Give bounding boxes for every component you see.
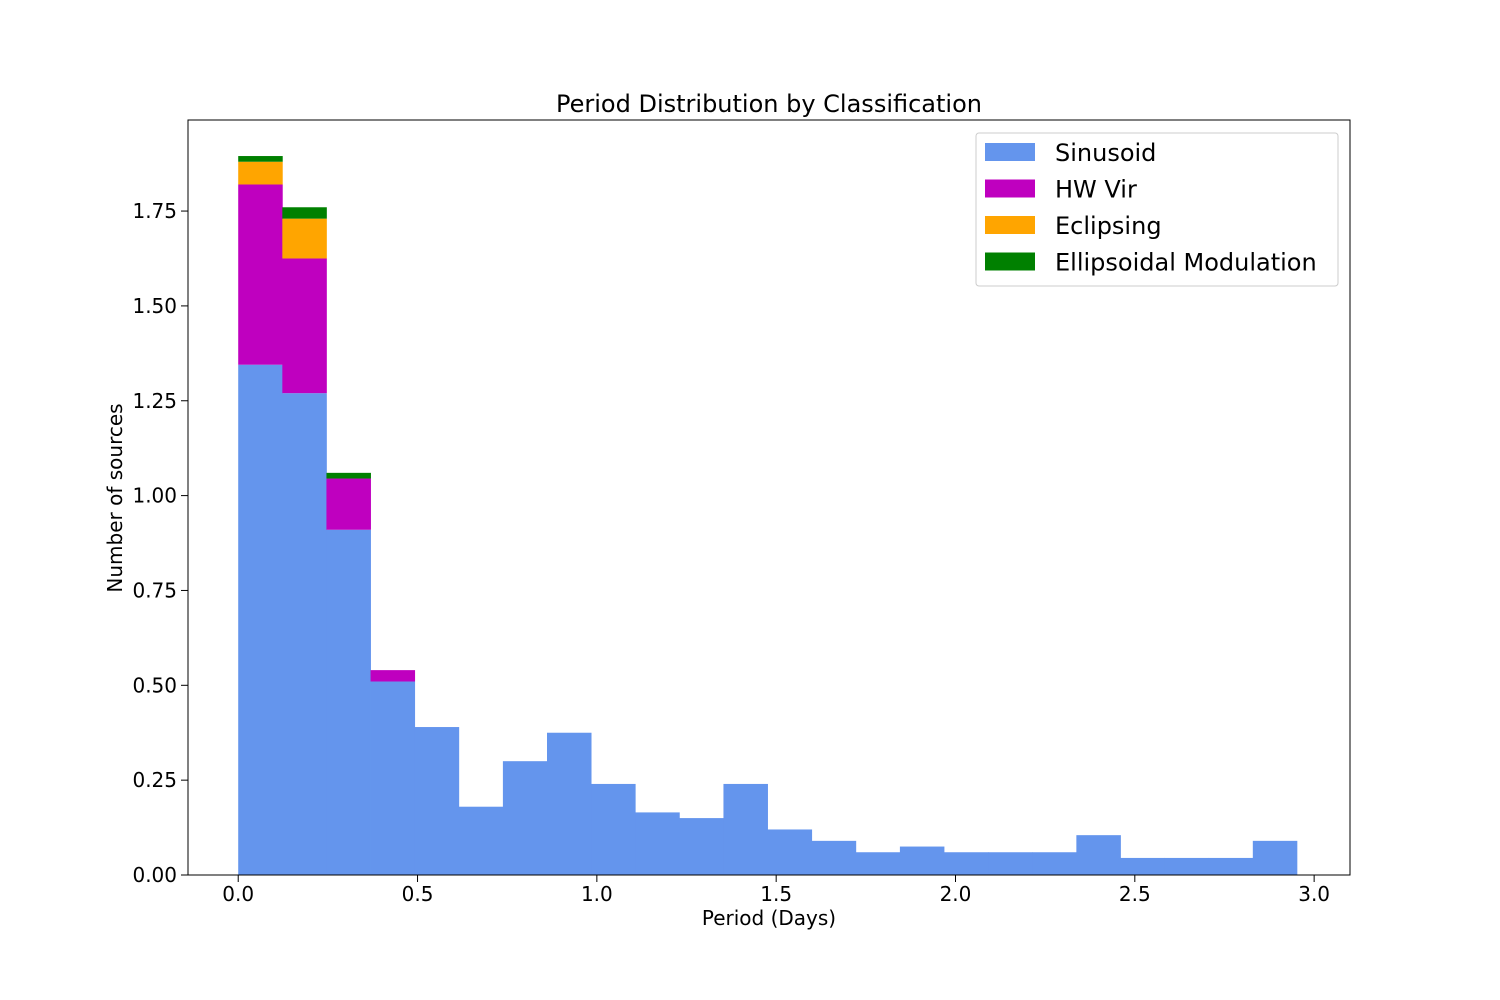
y-axis-ticks: 0.00 0.25 0.50 0.75 1.00 1.25 1.50 1.75: [132, 199, 188, 887]
bar-sinusoid-9: [635, 812, 680, 875]
bar-sinusoid-12: [767, 829, 813, 875]
bar-sinusoid-5: [458, 806, 504, 875]
bar-sinusoid-22: [1208, 857, 1254, 875]
bar-sinusoid-16: [944, 852, 989, 875]
bar-eclipsing-1: [282, 218, 327, 259]
bar-sinusoid-7: [547, 732, 592, 875]
bar-hw-vir-3: [370, 670, 416, 682]
y-tick-label: 0.75: [132, 578, 177, 602]
bar-sinusoid-4: [414, 727, 460, 875]
bar-ellipsoidal-modulation-0: [238, 156, 283, 162]
legend-swatch-hw-vir: [985, 179, 1035, 198]
bar-sinusoid-15: [899, 846, 945, 875]
bar-sinusoid-10: [679, 818, 724, 875]
bar-eclipsing-0: [238, 161, 283, 185]
legend-box: [975, 132, 1339, 287]
x-tick-label: 2.0: [940, 882, 972, 906]
plot-frame: [187, 119, 1351, 876]
bar-hw-vir-0: [238, 184, 283, 365]
bar-ellipsoidal-modulation-2: [326, 472, 371, 479]
y-axis-label: Number of sources: [103, 403, 127, 592]
legend: Sinusoid HW Vir Eclipsing Ellipsoidal Modul…: [975, 132, 1339, 287]
legend-label-ellipsoidal-modulation: Ellipsoidal Modulation: [1055, 249, 1317, 277]
bar-hw-vir-2: [326, 478, 371, 530]
bar-sinusoid-0: [238, 364, 283, 875]
bar-sinusoid-2: [326, 529, 371, 875]
bar-hw-vir-1: [282, 258, 327, 394]
y-tick-label: 0.25: [132, 768, 177, 792]
x-axis-label: Period (Days): [702, 906, 836, 930]
x-axis-ticks: 0.0 0.5 1.0 1.5 2.0 2.5 3.0: [222, 875, 1330, 906]
y-tick-label: 1.75: [132, 199, 177, 223]
y-tick-label: 0.50: [132, 673, 177, 697]
bar-sinusoid-20: [1120, 857, 1165, 875]
legend-swatch-eclipsing: [985, 216, 1035, 234]
bars-layer: [238, 156, 1298, 875]
x-tick-label: 2.5: [1119, 882, 1151, 906]
bar-sinusoid-14: [855, 852, 901, 875]
bar-sinusoid-1: [282, 393, 327, 875]
bar-sinusoid-8: [591, 783, 636, 875]
legend-swatch-sinusoid: [985, 143, 1035, 161]
bar-sinusoid-21: [1164, 857, 1210, 875]
y-tick-label: 1.25: [132, 389, 177, 413]
bar-sinusoid-11: [723, 783, 768, 875]
bar-sinusoid-17: [988, 852, 1033, 875]
bar-sinusoid-3: [370, 681, 416, 875]
x-tick-label: 1.5: [760, 882, 792, 906]
x-tick-label: 1.0: [581, 882, 613, 906]
chart-title: Period Distribution by Classification: [556, 90, 982, 118]
x-tick-label: 0.5: [402, 882, 434, 906]
legend-swatch-ellipsoidal-modulation: [985, 252, 1035, 271]
bar-ellipsoidal-modulation-1: [282, 207, 327, 219]
bar-sinusoid-23: [1252, 840, 1298, 875]
y-tick-label: 1.50: [132, 294, 177, 318]
x-tick-label: 0.0: [222, 882, 254, 906]
y-tick-label: 1.00: [132, 484, 177, 508]
bar-sinusoid-6: [502, 761, 548, 875]
y-tick-label: 0.00: [132, 863, 177, 887]
x-tick-label: 3.0: [1298, 882, 1330, 906]
legend-label-sinusoid: Sinusoid: [1055, 139, 1156, 167]
bar-sinusoid-19: [1076, 835, 1121, 875]
bar-sinusoid-13: [811, 840, 857, 875]
legend-label-eclipsing: Eclipsing: [1055, 212, 1162, 240]
legend-label-hw-vir: HW Vir: [1055, 176, 1137, 204]
bar-sinusoid-18: [1032, 852, 1077, 875]
legend-items: Sinusoid HW Vir Eclipsing Ellipsoidal Modul…: [985, 139, 1317, 277]
